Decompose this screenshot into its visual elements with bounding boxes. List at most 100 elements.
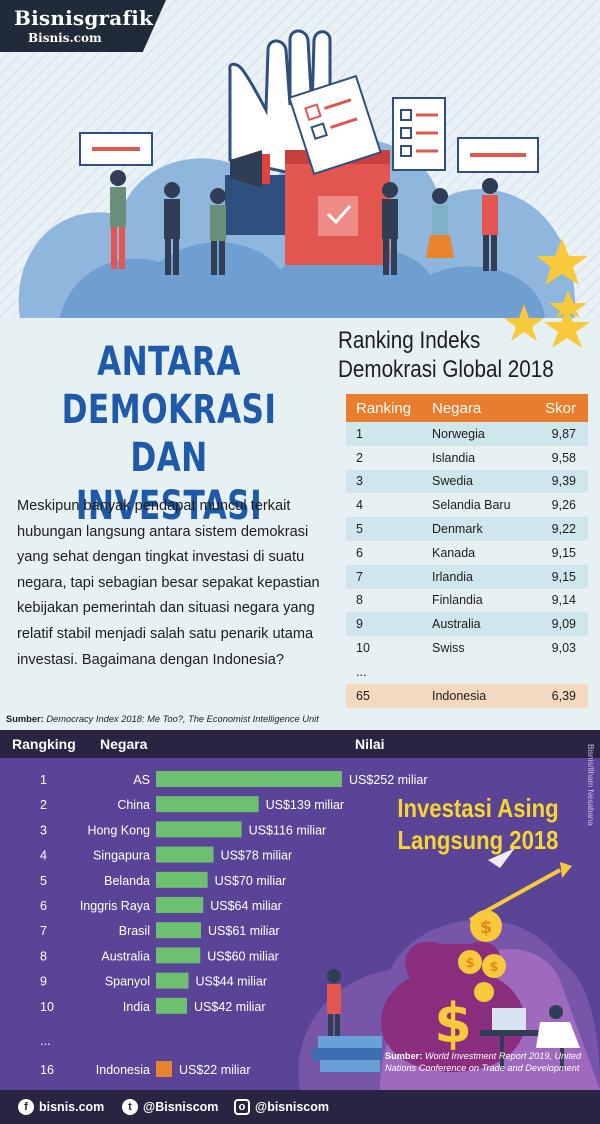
democracy-title-line-2: Demokrasi Global 2018 — [338, 356, 554, 383]
instagram-link[interactable]: o @bisniscom — [234, 1099, 329, 1115]
fdi-bar-chart: 1 AS US$252 miliar 2 China US$139 miliar 3 Hong… — [40, 771, 428, 1077]
cell-score — [524, 659, 588, 684]
fdi-value-label: US$60 miliar — [207, 949, 279, 963]
cell-country: Kanada — [424, 540, 524, 565]
fdi-country-label: Australia — [101, 949, 150, 963]
fdi-country-label: AS — [133, 773, 150, 787]
fdi-rank-label: 10 — [40, 1000, 54, 1014]
svg-text:$: $ — [480, 917, 493, 938]
cell-country — [424, 659, 524, 684]
fdi-country-label: Brasil — [119, 924, 150, 938]
fdi-value-label: US$42 miliar — [194, 1000, 266, 1014]
fdi-bar — [156, 972, 189, 989]
table-row: 2 Islandia 9,58 — [346, 445, 588, 470]
table-row: 6 Kanada 9,15 — [346, 540, 588, 565]
table-row: 5 Denmark 9,22 — [346, 517, 588, 541]
twitter-handle: @Bisniscom — [143, 1100, 219, 1114]
cell-score: 9,22 — [524, 517, 588, 541]
fdi-rank-label: 8 — [40, 949, 47, 963]
header-score: Skor — [524, 394, 588, 422]
footer-social-bar: f bisnis.com t @Bisniscom o @bisniscom — [0, 1090, 600, 1124]
democracy-title-line-1: Ranking Indeks — [338, 327, 481, 354]
fdi-value-label: US$70 miliar — [215, 874, 287, 888]
fdi-bar — [156, 871, 208, 888]
table-row: 7 Irlandia 9,15 — [346, 564, 588, 589]
fdi-country-label: Spanyol — [105, 975, 150, 989]
illustrator-credit: Bisnis/Ilham Nesabana — [586, 744, 595, 826]
finance-illustration: $ $ $ $ — [298, 848, 600, 1090]
svg-text:$: $ — [465, 956, 474, 971]
fdi-ellipsis: ... — [40, 1034, 50, 1048]
cell-country: Irlandia — [424, 564, 524, 589]
cell-score: 9,87 — [524, 422, 588, 446]
instagram-icon: o — [234, 1099, 250, 1115]
cell-rank: 65 — [346, 683, 424, 708]
cell-country: Australia — [424, 612, 524, 637]
cell-rank: 5 — [346, 517, 424, 541]
fdi-bar — [156, 947, 201, 964]
cell-rank: 8 — [346, 588, 424, 613]
hero-illustration: Bisnisgrafik Bisnis.com — [0, 0, 600, 318]
cell-score: 9,39 — [524, 469, 588, 494]
fdi-country-label: Belanda — [104, 874, 150, 888]
fdi-title-line-2: Langsung 2018 — [397, 825, 559, 855]
fdi-country-label: Singapura — [93, 849, 150, 863]
cell-rank: 1 — [346, 422, 424, 446]
cell-score: 9,26 — [524, 493, 588, 518]
fdi-value-label: US$44 miliar — [195, 975, 267, 989]
fdi-title: Investasi Asing Langsung 2018 — [378, 792, 578, 856]
table-row: 1 Norwegia 9,87 — [346, 422, 588, 446]
cell-country: Norwegia — [424, 422, 524, 446]
fdi-bar — [156, 771, 342, 787]
facebook-link[interactable]: f bisnis.com — [18, 1099, 104, 1115]
fdi-col-country: Negara — [100, 736, 148, 752]
brand-name: Bisnisgrafik — [14, 6, 154, 30]
cell-rank: 2 — [346, 445, 424, 470]
fdi-bar — [156, 796, 259, 813]
table-row: ... — [346, 659, 588, 684]
facebook-icon: f — [18, 1099, 34, 1115]
fdi-country-label: India — [123, 1000, 150, 1014]
cell-country: Swiss — [424, 636, 524, 660]
fdi-rank-label: 1 — [40, 773, 47, 787]
fdi-value-label: US$64 miliar — [210, 899, 282, 913]
cell-country: Finlandia — [424, 588, 524, 613]
fdi-value-label: US$22 miliar — [179, 1063, 251, 1077]
fdi-rank-label: 6 — [40, 899, 47, 913]
main-title-line-2: DEMOKRASI — [61, 387, 277, 433]
intro-paragraph: Meskipun banyak pendapat muncul terkait … — [17, 498, 320, 668]
fdi-rank-label: 4 — [40, 849, 47, 863]
brand-sub: Bisnis.com — [28, 31, 102, 45]
instagram-handle: @bisniscom — [255, 1100, 330, 1114]
cell-rank: 9 — [346, 612, 424, 637]
twitter-link[interactable]: t @Bisniscom — [122, 1099, 218, 1115]
fdi-col-value: Nilai — [355, 736, 385, 752]
fdi-bar — [156, 997, 187, 1014]
cell-rank: 3 — [346, 469, 424, 494]
source-text: Democracy Index 2018: Me Too?, The Econo… — [46, 714, 319, 724]
voting-illustration — [18, 29, 588, 318]
fdi-rank-label: 16 — [40, 1063, 54, 1077]
fdi-bar — [156, 821, 242, 838]
cell-score: 9,14 — [524, 588, 588, 613]
cell-score: 9,58 — [524, 445, 588, 470]
table-row: 9 Australia 9,09 — [346, 612, 588, 637]
table-row: 65 Indonesia 6,39 — [346, 683, 588, 708]
main-title: ANTARA DEMOKRASI DAN INVESTASI — [37, 338, 301, 530]
table-row: 3 Swedia 9,39 — [346, 469, 588, 494]
cell-country: Denmark — [424, 517, 524, 541]
fdi-value-label: US$61 miliar — [208, 924, 280, 938]
cell-score: 6,39 — [524, 683, 588, 708]
fdi-source: Sumber: World Investment Report 2019, Un… — [385, 1050, 595, 1074]
table-row: 10 Swiss 9,03 — [346, 636, 588, 660]
fdi-country-label: Inggris Raya — [80, 899, 150, 913]
fdi-col-rank: Rangking — [12, 736, 76, 752]
democracy-section: ANTARA DEMOKRASI DAN INVESTASI Meskipun … — [0, 304, 600, 730]
fdi-rank-label: 2 — [40, 798, 47, 812]
cell-rank: 7 — [346, 564, 424, 589]
fdi-title-line-1: Investasi Asing — [397, 793, 559, 823]
fdi-country-label: Indonesia — [96, 1063, 150, 1077]
fdi-header-bar: Rangking Negara Nilai — [0, 730, 600, 758]
cell-score: 9,03 — [524, 636, 588, 660]
fdi-value-label: US$252 miliar — [349, 773, 428, 787]
